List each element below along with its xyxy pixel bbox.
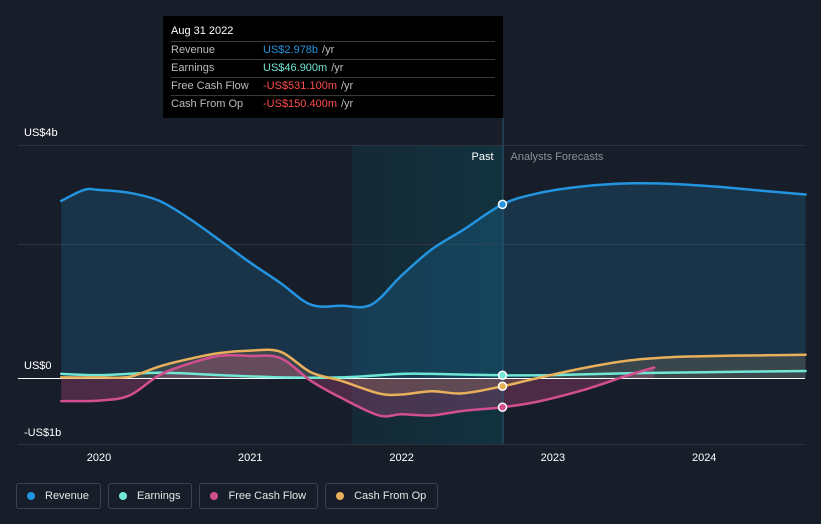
tooltip-row-revenue: Revenue US$2.978b /yr — [171, 41, 495, 59]
series-marker-free-cash-flow — [497, 402, 508, 412]
series-area-cash-from-op — [61, 349, 806, 395]
x-tick-label: 2024 — [692, 452, 716, 464]
legend-item-revenue[interactable]: Revenue — [16, 483, 102, 509]
series-marker-revenue — [497, 199, 508, 210]
y-tick-label: -US$1b — [24, 427, 61, 439]
tooltip-value: US$2.978b — [263, 44, 319, 56]
x-tick-label: 2021 — [238, 452, 262, 464]
legend-dot-icon — [336, 492, 345, 500]
past-label: Past — [472, 151, 494, 163]
series-line-earnings — [59, 369, 807, 380]
tooltip-row-cash-from-op: Cash From Op -US$150.400m /yr — [171, 95, 495, 113]
tooltip-row-earnings: Earnings US$46.900m /yr — [171, 59, 495, 77]
tooltip-value: -US$531.100m — [263, 80, 337, 92]
series-area-revenue — [61, 183, 806, 378]
legend-dot-icon — [27, 492, 35, 500]
tooltip-unit: /yr — [341, 80, 354, 92]
tooltip: Aug 31 2022 Revenue US$2.978b /yr Earnin… — [163, 16, 503, 118]
tooltip-unit: /yr — [331, 62, 344, 74]
series-line-revenue — [59, 182, 807, 309]
series-marker-cash-from-op — [497, 381, 508, 391]
y-tick-label: US$4b — [24, 127, 58, 139]
legend-item-cash-from-op[interactable]: Cash From Op — [325, 483, 439, 509]
legend-dot-icon — [210, 492, 219, 500]
tooltip-value: -US$150.400m — [263, 98, 337, 110]
legend-label: Revenue — [45, 490, 90, 502]
tooltip-unit: /yr — [322, 44, 335, 56]
tooltip-label: Revenue — [171, 44, 216, 56]
series-line-free-cash-flow — [59, 353, 656, 418]
x-tick-label: 2023 — [541, 452, 565, 464]
forecast-label: Analysts Forecasts — [511, 151, 604, 163]
legend-label: Cash From Op — [354, 490, 427, 502]
tooltip-row-free-cash-flow: Free Cash Flow -US$531.100m /yr — [171, 77, 495, 95]
x-tick-label: 2020 — [87, 452, 111, 464]
legend: Revenue Earnings Free Cash Flow Cash Fro… — [16, 483, 445, 509]
legend-item-free-cash-flow[interactable]: Free Cash Flow — [199, 483, 319, 509]
x-tick-label: 2022 — [389, 452, 413, 464]
tooltip-label: Free Cash Flow — [171, 80, 249, 92]
series-marker-earnings — [497, 370, 508, 381]
legend-label: Free Cash Flow — [228, 490, 307, 502]
tooltip-date: Aug 31 2022 — [171, 25, 234, 37]
legend-dot-icon — [119, 492, 128, 500]
tooltip-label: Earnings — [171, 62, 215, 74]
tooltip-value: US$46.900m — [263, 62, 328, 74]
tooltip-label: Cash From Op — [171, 98, 244, 110]
legend-label: Earnings — [137, 490, 181, 502]
series-line-cash-from-op — [59, 348, 807, 397]
tooltip-unit: /yr — [341, 98, 354, 110]
legend-item-earnings[interactable]: Earnings — [108, 483, 193, 509]
y-tick-label: US$0 — [24, 360, 52, 372]
